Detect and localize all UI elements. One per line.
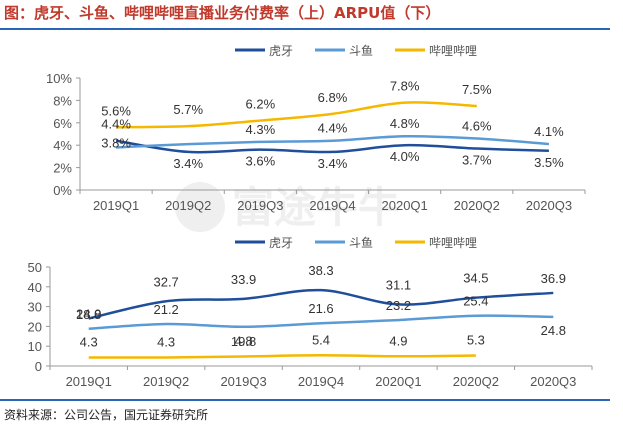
arpu-data-label: 33.9 — [231, 272, 256, 287]
arpu-data-label: 24.0 — [76, 306, 101, 321]
arpu-data-label: 19.8 — [231, 334, 256, 349]
header-divider — [0, 28, 610, 30]
arpu-data-label: 5.3 — [467, 333, 485, 348]
arpu-data-label: 21.6 — [308, 301, 333, 316]
arpu-y-tick-label: 40 — [28, 280, 42, 295]
arpu-y-tick-label: 10 — [28, 339, 42, 354]
rate-data-label: 3.4% — [318, 156, 348, 171]
rate-data-label: 7.8% — [390, 79, 420, 94]
arpu-data-label: 5.4 — [312, 332, 330, 347]
arpu-data-label: 4.9 — [389, 333, 407, 348]
rate-x-tick-label: 2019Q4 — [309, 198, 355, 213]
rate-data-label: 3.8% — [101, 135, 131, 150]
rate-x-tick-label: 2019Q1 — [93, 198, 139, 213]
arpu-data-label: 25.4 — [463, 294, 488, 309]
rate-data-label: 3.5% — [534, 155, 564, 170]
watermark: 富途牛牛 — [175, 182, 400, 232]
rate-data-label: 7.5% — [462, 82, 492, 97]
arpu-series-line-2 — [88, 314, 554, 331]
rate-x-tick-label: 2020Q3 — [526, 198, 572, 213]
arpu-chart: 0 10 20 30 40 50 2019Q1 2019Q2 2019Q3 2019Q4 2020Q… — [28, 236, 593, 389]
rate-data-label: 5.6% — [101, 103, 131, 118]
arpu-data-label: 32.7 — [153, 274, 178, 289]
rate-data-label: 4.6% — [462, 118, 492, 133]
rate-legend-label: 哔哩哔哩 — [429, 44, 477, 58]
rate-y-tick-label: 0% — [53, 183, 72, 198]
arpu-x-tick-label: 2020Q2 — [453, 374, 499, 389]
rate-data-label: 4.1% — [534, 124, 564, 139]
payment-rate-chart: 0% 2% 4% 6% 8% 10% 2019Q1 2019Q2 2019Q3 2019Q4 202… — [46, 44, 586, 213]
arpu-data-label: 34.5 — [463, 271, 488, 286]
rate-series-line-1 — [115, 139, 549, 154]
rate-data-label: 3.4% — [173, 156, 203, 171]
rate-legend-label: 虎牙 — [269, 44, 293, 58]
arpu-series-line-3 — [88, 354, 476, 359]
arpu-legend-label: 虎牙 — [269, 236, 293, 250]
arpu-y-tick-label: 50 — [28, 260, 42, 275]
rate-data-label: 3.7% — [462, 153, 492, 168]
rate-y-tick-label: 2% — [53, 161, 72, 176]
arpu-y-tick-label: 0 — [35, 359, 42, 374]
arpu-data-label: 36.9 — [541, 271, 566, 286]
arpu-x-tick-label: 2020Q1 — [375, 374, 421, 389]
footer-divider — [0, 399, 610, 401]
watermark-text: 富途牛牛 — [232, 184, 400, 231]
rate-series-line-2 — [116, 134, 550, 149]
rate-y-tick-label: 6% — [53, 116, 72, 131]
arpu-x-tick-label: 2019Q2 — [143, 374, 189, 389]
arpu-data-label: 23.2 — [386, 298, 411, 313]
rate-data-label: 4.3% — [246, 122, 276, 137]
rate-x-tick-label: 2020Q1 — [382, 198, 428, 213]
arpu-data-label: 38.3 — [308, 263, 333, 278]
page-title: 图：虎牙、斗鱼、哔哩哔哩直播业务付费率（上）ARPU值（下） — [4, 4, 441, 22]
rate-data-label: 4.4% — [318, 121, 348, 136]
watermark-logo-icon — [175, 182, 225, 232]
rate-x-tick-label: 2020Q2 — [454, 198, 500, 213]
rate-y-tick-label: 4% — [53, 138, 72, 153]
rate-data-label: 4.8% — [390, 116, 420, 131]
arpu-legend-label: 哔哩哔哩 — [429, 236, 477, 250]
arpu-series-line-1 — [88, 288, 554, 320]
arpu-x-tick-label: 2020Q3 — [530, 374, 576, 389]
arpu-y-tick-label: 20 — [28, 319, 42, 334]
rate-data-label: 5.7% — [173, 102, 203, 117]
arpu-x-tick-label: 2019Q4 — [298, 374, 344, 389]
rate-y-tick-label: 8% — [53, 93, 72, 108]
arpu-data-label: 18.8 — [76, 307, 101, 322]
rate-legend-label: 斗鱼 — [349, 44, 373, 58]
arpu-data-label: 24.8 — [541, 323, 566, 338]
arpu-x-tick-label: 2019Q3 — [220, 374, 266, 389]
arpu-data-label: 4.3 — [80, 334, 98, 349]
rate-data-label: 6.8% — [318, 90, 348, 105]
arpu-x-tick-label: 2019Q1 — [66, 374, 112, 389]
arpu-data-label: 4.3 — [157, 334, 175, 349]
rate-x-tick-label: 2019Q3 — [237, 198, 283, 213]
rate-y-tick-label: 10% — [46, 71, 72, 86]
arpu-data-label: 21.2 — [153, 302, 178, 317]
rate-data-label: 4.4% — [101, 117, 131, 132]
arpu-data-label: 4.8 — [235, 333, 253, 348]
arpu-legend-label: 斗鱼 — [349, 236, 373, 250]
rate-data-label: 6.2% — [246, 97, 276, 112]
arpu-y-tick-label: 30 — [28, 300, 42, 315]
rate-data-label: 3.6% — [246, 154, 276, 169]
rate-data-label: 4.0% — [390, 149, 420, 164]
rate-x-tick-label: 2019Q2 — [165, 198, 211, 213]
source-note: 资料来源：公司公告，国元证券研究所 — [4, 408, 209, 422]
arpu-data-label: 31.1 — [386, 277, 411, 292]
rate-series-line-3 — [116, 101, 477, 129]
